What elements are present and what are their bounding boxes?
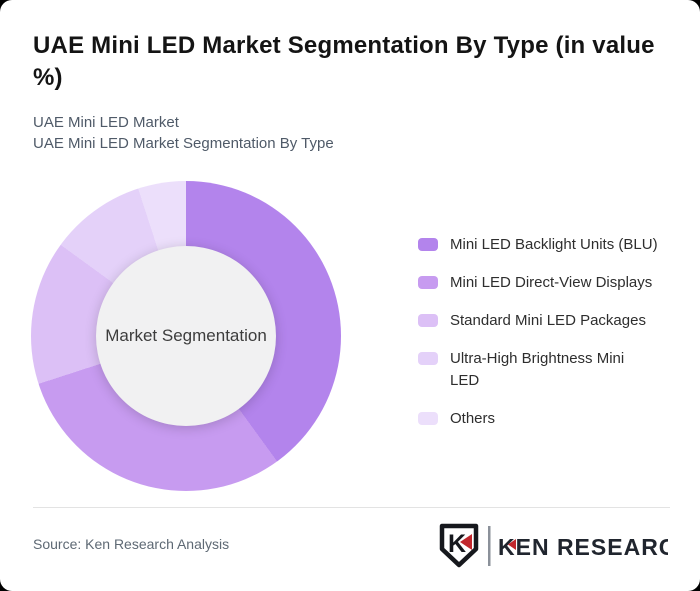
chart-subtitle: UAE Mini LED Market UAE Mini LED Market … xyxy=(33,112,633,154)
logo-separator xyxy=(488,526,491,566)
legend-label: Standard Mini LED Packages xyxy=(450,312,646,329)
legend-label: Mini LED Backlight Units (BLU) xyxy=(450,236,658,253)
subtitle-line-1: UAE Mini LED Market xyxy=(33,114,179,131)
legend-swatch xyxy=(418,238,438,251)
donut-center-label: Market Segmentation xyxy=(105,326,267,345)
legend-label: Mini LED Direct-View Displays xyxy=(450,274,653,291)
svg-text:K: K xyxy=(448,530,466,558)
legend-item[interactable]: Others xyxy=(418,408,670,430)
source-text: Source: Ken Research Analysis xyxy=(33,536,230,552)
legend-swatch xyxy=(418,276,438,289)
legend-label: Others xyxy=(450,410,496,427)
subtitle-line-2: UAE Mini LED Market Segmentation By Type xyxy=(33,135,334,152)
logo-shield-icon: K xyxy=(439,523,479,568)
logo-wordmark: KEN RESEARCH xyxy=(498,534,668,560)
legend-label: Ultra-High Brightness Mini LED xyxy=(450,350,625,389)
ken-research-logo: K KEN RESEARCH xyxy=(439,523,668,568)
page-title: UAE Mini LED Market Segmentation By Type… xyxy=(33,32,655,91)
footer-divider xyxy=(33,507,670,508)
donut-hole: Market Segmentation xyxy=(96,246,276,426)
legend-item[interactable]: Mini LED Backlight Units (BLU) xyxy=(418,234,670,256)
donut-chart-area: Market Segmentation xyxy=(31,181,341,491)
legend-swatch xyxy=(418,412,438,425)
chart-legend: Mini LED Backlight Units (BLU) Mini LED … xyxy=(418,234,670,446)
legend-swatch xyxy=(418,314,438,327)
legend-item[interactable]: Mini LED Direct-View Displays xyxy=(418,272,670,294)
logo-wordmark-accent xyxy=(508,539,516,550)
legend-swatch xyxy=(418,352,438,365)
legend-item[interactable]: Ultra-High Brightness Mini LED xyxy=(418,348,670,392)
legend-item[interactable]: Standard Mini LED Packages xyxy=(418,310,670,332)
